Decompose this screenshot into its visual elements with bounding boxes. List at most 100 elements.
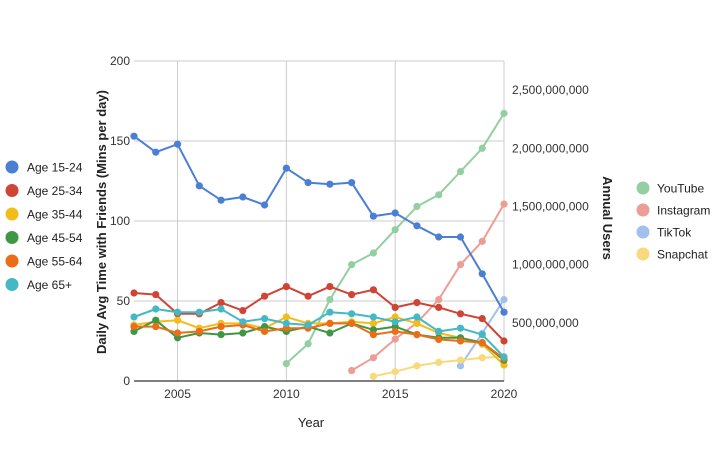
series-line bbox=[133, 135, 505, 313]
data-point bbox=[326, 329, 334, 337]
data-point bbox=[435, 191, 443, 199]
data-point bbox=[173, 140, 182, 148]
x-axis-title: Year bbox=[298, 415, 325, 430]
right-series-youtube bbox=[282, 109, 508, 368]
data-point bbox=[260, 327, 269, 335]
data-point bbox=[435, 335, 443, 343]
data-point bbox=[413, 222, 421, 230]
data-point bbox=[348, 291, 356, 299]
data-point bbox=[435, 233, 443, 241]
data-point bbox=[239, 318, 247, 326]
series-line bbox=[134, 322, 505, 360]
data-point bbox=[326, 283, 334, 291]
y-left-tick-label: 100 bbox=[110, 214, 130, 228]
data-point bbox=[456, 356, 465, 364]
left-series-age-15-24 bbox=[130, 132, 508, 316]
data-point bbox=[304, 340, 312, 348]
legend-label: Age 25-34 bbox=[27, 184, 83, 198]
series-line bbox=[133, 285, 505, 342]
data-point bbox=[413, 202, 421, 211]
y-left-tick-label: 200 bbox=[110, 54, 130, 68]
data-point bbox=[152, 291, 160, 299]
data-point bbox=[326, 295, 334, 304]
left-series-age-25-34 bbox=[130, 283, 508, 345]
data-point bbox=[152, 323, 160, 331]
legend-label: Age 35-44 bbox=[27, 208, 83, 222]
data-point bbox=[239, 329, 247, 337]
data-point bbox=[413, 331, 421, 339]
legend-label: Age 65+ bbox=[27, 278, 72, 292]
data-point bbox=[413, 362, 421, 370]
data-point bbox=[478, 315, 486, 323]
data-point bbox=[478, 270, 486, 278]
data-point bbox=[369, 286, 378, 294]
data-point bbox=[413, 319, 421, 327]
data-point bbox=[500, 337, 508, 345]
data-point bbox=[282, 164, 290, 172]
data-point bbox=[195, 182, 203, 190]
data-point bbox=[456, 233, 465, 241]
data-point bbox=[478, 331, 486, 339]
data-point bbox=[130, 313, 138, 321]
series-line bbox=[133, 308, 505, 358]
data-point bbox=[260, 201, 269, 209]
data-point bbox=[217, 305, 225, 313]
data-point bbox=[391, 327, 399, 335]
x-tick-label: 2020 bbox=[491, 387, 518, 401]
data-point bbox=[326, 180, 334, 188]
series-line bbox=[351, 203, 505, 372]
data-point bbox=[130, 289, 138, 297]
data-point bbox=[217, 331, 225, 339]
legend-right: YouTube Instagram TikTok Snapchat bbox=[636, 181, 710, 262]
data-point bbox=[478, 237, 486, 245]
legend-marker bbox=[5, 184, 19, 197]
legend-marker bbox=[636, 247, 650, 261]
data-point bbox=[413, 299, 421, 307]
data-point bbox=[478, 339, 486, 347]
data-point bbox=[391, 318, 399, 326]
data-point bbox=[391, 226, 399, 234]
y-left-axis-title: Daily Avg Time with Friends (Mins per da… bbox=[94, 90, 109, 354]
legend-marker bbox=[5, 278, 19, 291]
data-point bbox=[456, 362, 465, 370]
data-point bbox=[348, 366, 356, 375]
data-point bbox=[391, 368, 399, 376]
data-point bbox=[369, 313, 378, 321]
data-point bbox=[326, 319, 334, 327]
series-line bbox=[133, 319, 505, 361]
data-point bbox=[239, 307, 247, 315]
x-tick-label: 2005 bbox=[164, 387, 191, 401]
data-point bbox=[304, 321, 312, 329]
data-point bbox=[217, 323, 225, 331]
data-point bbox=[282, 313, 290, 321]
data-point bbox=[152, 305, 160, 313]
data-point bbox=[326, 308, 334, 316]
data-point bbox=[369, 372, 378, 380]
data-point bbox=[500, 308, 508, 316]
legend-marker bbox=[5, 231, 19, 244]
data-point bbox=[348, 179, 356, 187]
data-point bbox=[435, 295, 443, 304]
legend-marker bbox=[5, 160, 19, 174]
data-point bbox=[391, 303, 399, 311]
left-series-age-55-64 bbox=[130, 319, 508, 363]
y-left-tick-label: 150 bbox=[110, 134, 130, 148]
legend-label: Age 15-24 bbox=[27, 161, 83, 175]
y-left-tick-label: 0 bbox=[123, 374, 130, 388]
data-point bbox=[152, 148, 160, 156]
legend-label: Instagram bbox=[657, 204, 710, 218]
y-right-tick-label: 500,000,000 bbox=[512, 316, 579, 330]
data-point bbox=[456, 261, 465, 269]
legend-label: TikTok bbox=[657, 226, 692, 240]
data-point bbox=[500, 200, 508, 208]
legend-label: YouTube bbox=[657, 182, 704, 196]
legend-marker bbox=[5, 254, 19, 268]
legend-marker bbox=[636, 225, 650, 239]
x-tick-label: 2010 bbox=[273, 387, 300, 401]
data-point bbox=[304, 292, 312, 300]
data-point bbox=[130, 323, 138, 331]
data-point bbox=[500, 109, 508, 117]
legend-marker bbox=[636, 203, 650, 217]
